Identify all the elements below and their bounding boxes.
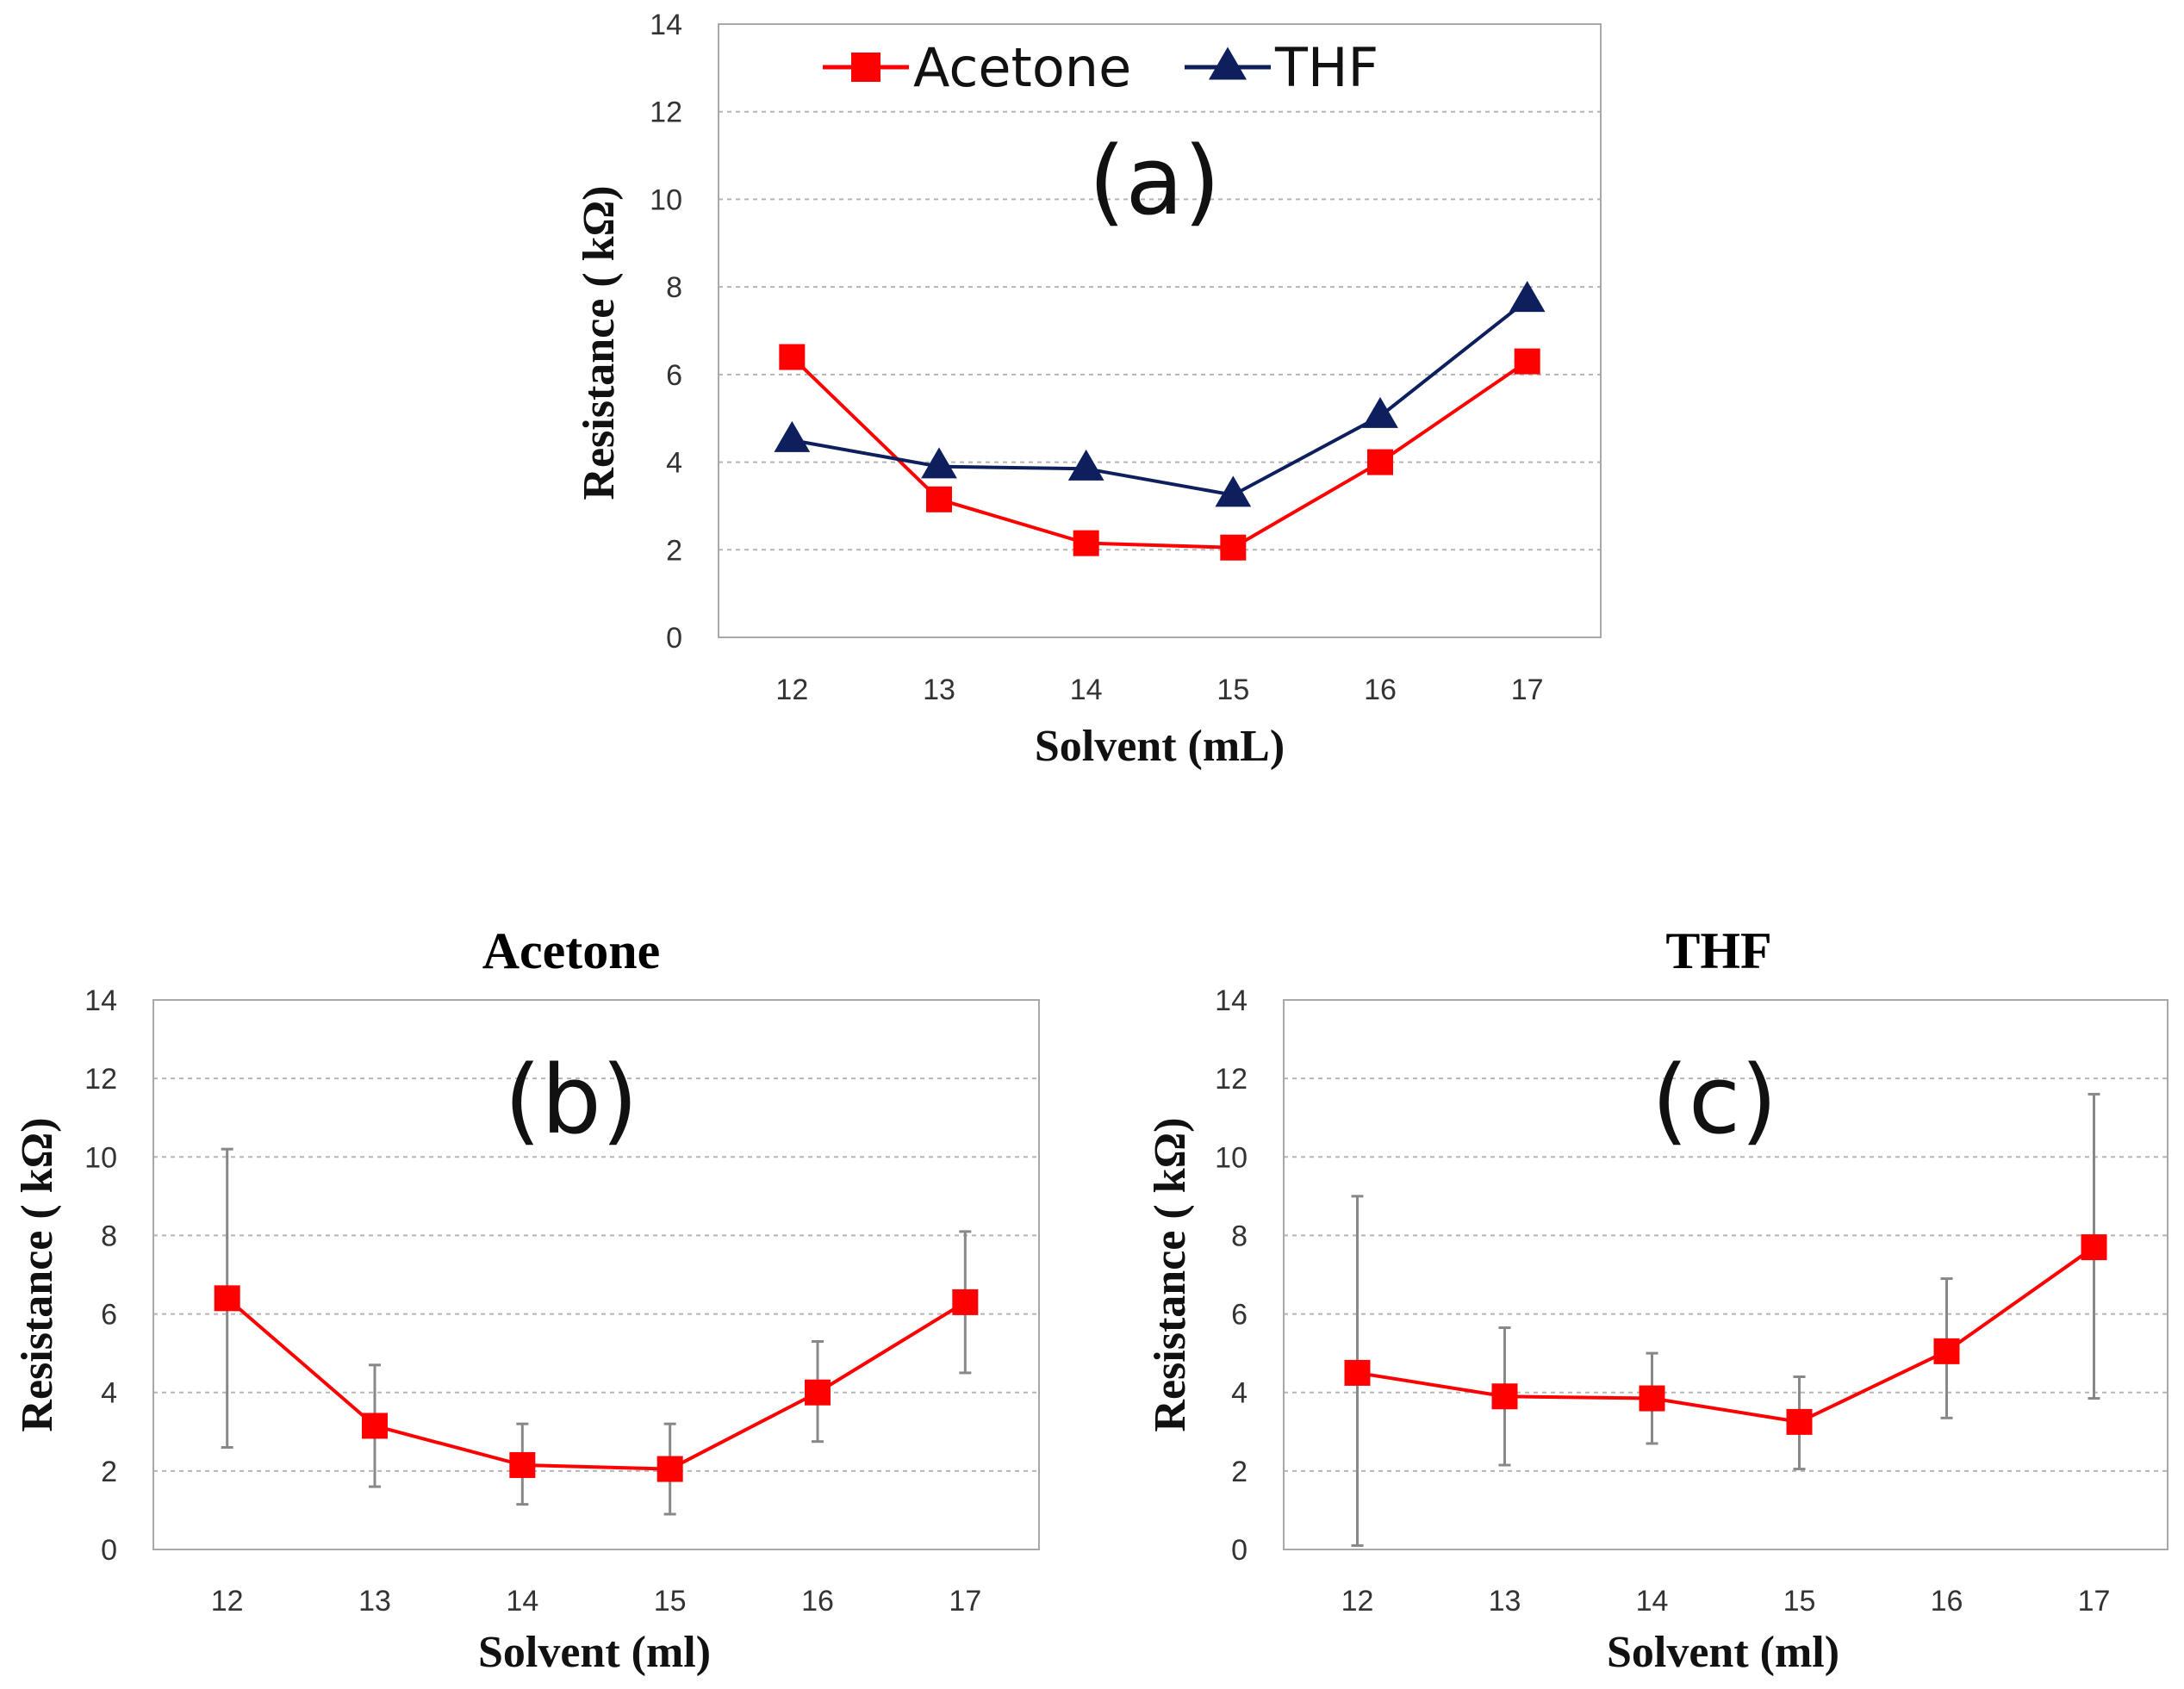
series-acetone (214, 1147, 979, 1516)
data-point (1073, 530, 1099, 556)
data-point (2081, 1234, 2107, 1261)
x-tick-label: 16 (1364, 674, 1397, 706)
legend: Acetone THF (823, 36, 1378, 99)
y-tick-label: 12 (1215, 1063, 1248, 1096)
y-tick-label: 2 (666, 534, 682, 567)
plot-frame (152, 999, 1040, 1550)
legend-marker (1208, 47, 1248, 80)
y-tick-label: 4 (666, 447, 682, 480)
y-axis-title: Resistance ( kΩ) (575, 185, 624, 500)
data-point (656, 1456, 683, 1482)
y-tick-label: 14 (1215, 984, 1248, 1017)
chart-title: THF (1665, 922, 1771, 979)
data-point (1220, 534, 1247, 561)
y-tick-label: 14 (84, 984, 117, 1017)
x-tick-label: 16 (801, 1585, 834, 1618)
data-point (1362, 396, 1398, 428)
y-tick-label: 4 (1231, 1377, 1248, 1410)
x-axis-title: Solvent (ml) (478, 1628, 711, 1677)
data-point (1215, 475, 1252, 507)
data-point (1509, 281, 1546, 313)
chart-c: 0 2 4 6 8 10 12 14 12 13 14 15 16 17 Solvent (ml) Resis… (1146, 922, 2168, 1677)
y-axis-title: Resistance ( kΩ) (13, 1117, 62, 1431)
panel-label: (c) (1652, 1045, 1777, 1155)
series-line (226, 1296, 967, 1471)
x-tick-label: 17 (2078, 1585, 2111, 1618)
chart-title: Acetone (482, 922, 661, 979)
y-tick-label: 6 (101, 1299, 117, 1332)
y-tick-label: 6 (666, 359, 682, 392)
x-tick-label: 14 (1636, 1585, 1669, 1618)
y-tick-label: 8 (1231, 1220, 1248, 1252)
x-tick-label: 15 (1783, 1585, 1816, 1618)
series-acetone (779, 344, 1540, 561)
series-thf (774, 281, 1546, 507)
y-tick-label: 4 (101, 1377, 117, 1410)
x-tick-label: 12 (775, 674, 808, 706)
x-tick-label: 12 (211, 1585, 244, 1618)
panel-label: (a) (1088, 126, 1220, 236)
data-point (1491, 1383, 1518, 1410)
data-point (1344, 1359, 1371, 1386)
y-tick-label: 6 (1231, 1299, 1248, 1332)
series-thf (1344, 1092, 2107, 1547)
x-tick-label: 15 (1216, 674, 1249, 706)
data-point (1933, 1338, 1960, 1364)
data-point (926, 486, 952, 512)
x-tick-label: 12 (1341, 1585, 1374, 1618)
x-tick-label: 15 (654, 1585, 687, 1618)
chart-b: 0 2 4 6 8 10 12 14 12 13 14 15 16 17 Solvent (ml) Resis… (13, 922, 1040, 1677)
data-point (952, 1288, 979, 1315)
y-tick-label: 12 (650, 96, 682, 129)
x-tick-label: 16 (1931, 1585, 1963, 1618)
legend-marker (851, 53, 880, 82)
data-point (774, 420, 811, 452)
y-tick-label: 0 (1231, 1534, 1248, 1567)
y-tick-label: 0 (666, 622, 682, 655)
plot-frame (1283, 999, 2168, 1550)
data-point (214, 1285, 240, 1312)
x-tick-label: 17 (1511, 674, 1544, 706)
x-tick-label: 17 (949, 1585, 981, 1618)
legend-item: THF (1185, 36, 1378, 99)
data-point (1639, 1385, 1665, 1412)
y-tick-label: 10 (1215, 1141, 1248, 1174)
legend-item: Acetone (823, 36, 1131, 99)
legend-label: Acetone (913, 36, 1131, 99)
y-tick-label: 14 (650, 9, 682, 41)
y-tick-label: 10 (650, 183, 682, 216)
series-line (791, 298, 1528, 497)
legend-label: THF (1274, 36, 1378, 99)
x-axis-title: Solvent (ml) (1607, 1628, 1839, 1677)
data-point (1067, 449, 1104, 481)
data-point (1786, 1408, 1813, 1435)
data-point (362, 1413, 388, 1439)
panel-label: (b) (504, 1045, 638, 1155)
data-point (1367, 449, 1393, 475)
chart-a: 0 2 4 6 8 10 12 14 12 13 14 15 16 17 Solvent (mL) Resis… (575, 9, 1602, 771)
y-tick-label: 8 (101, 1220, 117, 1252)
x-tick-label: 13 (1489, 1585, 1521, 1618)
y-tick-label: 2 (101, 1456, 117, 1488)
x-axis-title: Solvent (mL) (1035, 722, 1285, 771)
x-tick-label: 13 (358, 1585, 391, 1618)
y-tick-label: 2 (1231, 1456, 1248, 1488)
y-tick-label: 0 (101, 1534, 117, 1567)
y-tick-label: 12 (84, 1063, 117, 1096)
y-tick-label: 8 (666, 271, 682, 304)
x-tick-label: 14 (506, 1585, 538, 1618)
y-tick-label: 10 (84, 1141, 117, 1174)
series-line (1357, 1245, 2095, 1424)
x-tick-label: 13 (923, 674, 955, 706)
y-axis-title: Resistance ( kΩ) (1146, 1117, 1195, 1431)
series-line (790, 356, 1528, 550)
data-point (1514, 348, 1540, 375)
data-point (779, 344, 806, 370)
x-tick-label: 14 (1070, 674, 1103, 706)
data-point (921, 447, 957, 479)
plot-frame (718, 23, 1602, 638)
data-point (509, 1452, 536, 1479)
data-point (805, 1379, 831, 1406)
